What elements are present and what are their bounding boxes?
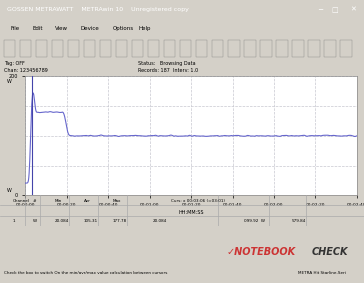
Text: ✕: ✕ [350,7,356,13]
Text: Max: Max [113,199,121,203]
Text: ─: ─ [318,7,323,13]
FancyBboxPatch shape [292,40,304,57]
Text: ✓NOTEBOOK: ✓NOTEBOOK [227,247,296,257]
Text: GOSSEN METRAWATT    METRAwin 10    Unregistered copy: GOSSEN METRAWATT METRAwin 10 Unregistere… [7,7,189,12]
Text: Check the box to switch On the min/avr/max value calculation between cursors: Check the box to switch On the min/avr/m… [4,271,167,275]
FancyBboxPatch shape [180,40,191,57]
FancyBboxPatch shape [68,40,79,57]
FancyBboxPatch shape [52,40,63,57]
X-axis label: HH:MM:SS: HH:MM:SS [178,210,204,215]
FancyBboxPatch shape [228,40,240,57]
FancyBboxPatch shape [148,40,159,57]
Text: Edit: Edit [33,25,43,31]
FancyBboxPatch shape [100,40,111,57]
Text: Records: 187  Interv: 1.0: Records: 187 Interv: 1.0 [138,68,198,73]
Text: Chan: 123456789: Chan: 123456789 [4,68,47,73]
Text: CHECK: CHECK [311,247,348,257]
FancyBboxPatch shape [244,40,256,57]
FancyBboxPatch shape [36,40,47,57]
Text: 105.31: 105.31 [84,219,98,223]
Text: W: W [7,79,12,84]
Text: #: # [33,199,36,203]
FancyBboxPatch shape [260,40,272,57]
FancyBboxPatch shape [164,40,175,57]
FancyBboxPatch shape [212,40,223,57]
Text: 20.084: 20.084 [153,219,167,223]
Text: 579.84: 579.84 [291,219,305,223]
Text: Status:   Browsing Data: Status: Browsing Data [138,61,196,66]
Text: View: View [55,25,68,31]
FancyBboxPatch shape [324,40,336,57]
Text: 20.084: 20.084 [55,219,69,223]
Text: 177.78: 177.78 [113,219,127,223]
Text: □: □ [332,7,338,13]
Text: W: W [33,219,37,223]
Text: Avr: Avr [84,199,91,203]
FancyBboxPatch shape [84,40,95,57]
Text: Options: Options [113,25,134,31]
FancyBboxPatch shape [20,40,31,57]
FancyBboxPatch shape [340,40,352,57]
Text: Device: Device [80,25,99,31]
FancyBboxPatch shape [116,40,127,57]
Text: Channel: Channel [13,199,29,203]
FancyBboxPatch shape [308,40,320,57]
Text: Tag: OFF: Tag: OFF [4,61,24,66]
Text: W: W [7,188,12,193]
Text: 099.92  W: 099.92 W [244,219,265,223]
Text: Curs: x 00:03:06 (=03:01): Curs: x 00:03:06 (=03:01) [171,199,225,203]
FancyBboxPatch shape [276,40,288,57]
FancyBboxPatch shape [196,40,207,57]
FancyBboxPatch shape [132,40,143,57]
Text: 1: 1 [13,219,15,223]
Text: File: File [11,25,20,31]
Text: Min: Min [55,199,62,203]
Text: Help: Help [138,25,151,31]
Text: METRA Hit Starline-Seri: METRA Hit Starline-Seri [298,271,347,275]
FancyBboxPatch shape [4,40,15,57]
